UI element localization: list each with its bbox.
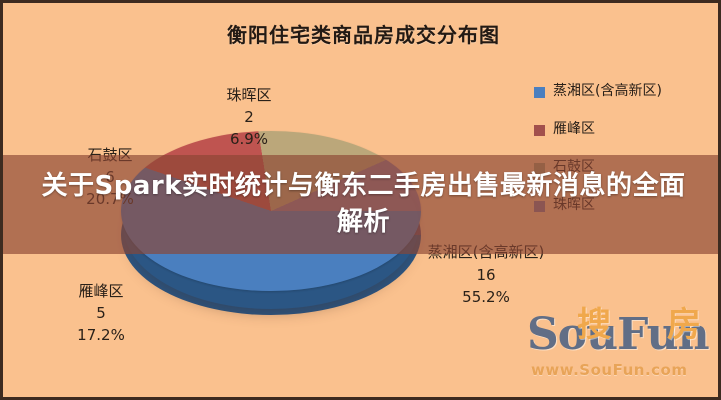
legend-swatch-zhengxiang (534, 86, 545, 98)
pie-label-zhuhui-name: 珠晖区 (226, 86, 272, 104)
pie-label-zhuhui-percent: 6.9% (229, 129, 269, 148)
soufun-logo-cn-fang: 房 (667, 305, 701, 345)
pie-label-yanfeng: 雁峰区 5 17.2% (41, 281, 161, 346)
pie-label-yanfeng-name: 雁峰区 (78, 282, 124, 300)
soufun-logo-main: SouFun 搜 房 (527, 303, 715, 365)
soufun-logo: SouFun 搜 房 www.SouFun.com (527, 303, 715, 395)
soufun-logo-cn-sou: 搜 (577, 305, 611, 345)
legend-label-yanfeng: 雁峰区 (553, 121, 595, 138)
pie-label-zhuhui-value: 2 (244, 107, 254, 126)
legend-label-zhengxiang: 蒸湘区(含高新区) (553, 83, 662, 100)
pie-label-zhengxiang-percent: 55.2% (462, 288, 510, 306)
legend-item-zhengxiang: 蒸湘区(含高新区) (534, 73, 718, 111)
soufun-logo-english: SouFun (527, 309, 710, 360)
overlay-banner: 关于Spark实时统计与衡东二手房出售最新消息的全面解析 (3, 155, 718, 254)
soufun-logo-url: www.SouFun.com (531, 361, 688, 379)
pie-label-yanfeng-percent: 17.2% (77, 325, 125, 344)
pie-label-zhengxiang-value: 16 (476, 265, 496, 284)
legend-swatch-yanfeng (534, 124, 545, 136)
legend-item-yanfeng: 雁峰区 (534, 111, 718, 149)
chart-title: 衡阳住宅类商品房成交分布图 (227, 23, 500, 47)
pie-label-yanfeng-value: 5 (96, 303, 106, 322)
pie-label-zhuhui: 珠晖区 2 6.9% (189, 85, 309, 150)
overlay-banner-text: 关于Spark实时统计与衡东二手房出售最新消息的全面解析 (41, 171, 686, 237)
